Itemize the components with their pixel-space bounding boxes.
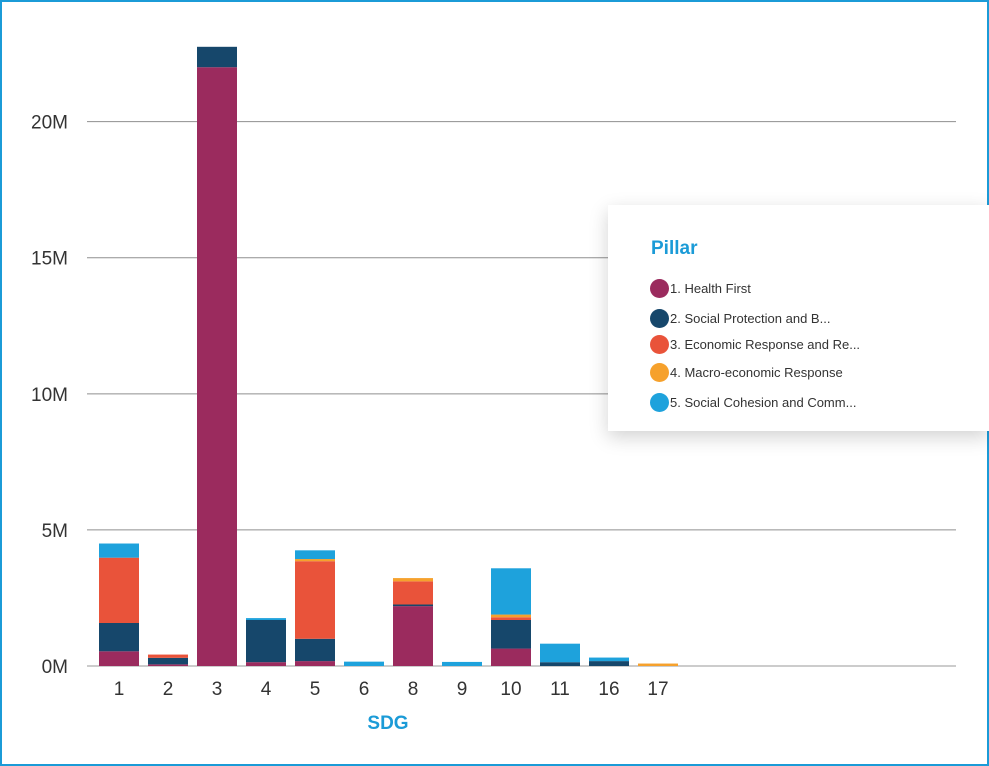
- bar-segment[interactable]: [393, 581, 433, 605]
- y-tick-label: 5M: [42, 521, 68, 542]
- bar-segment[interactable]: [491, 648, 531, 666]
- y-tick-label: 10M: [31, 385, 68, 406]
- legend-item[interactable]: 2. Social Protection and B...: [650, 307, 830, 329]
- bar-segment[interactable]: [148, 657, 188, 665]
- bar-segment[interactable]: [197, 67, 237, 666]
- bar-segment[interactable]: [246, 620, 286, 663]
- x-tick-label: 9: [457, 679, 468, 700]
- x-tick-label: 17: [647, 679, 668, 700]
- x-tick-label: 10: [500, 679, 521, 700]
- bar-segment[interactable]: [540, 662, 580, 666]
- x-tick-label: 5: [310, 679, 321, 700]
- bar-segment[interactable]: [246, 662, 286, 666]
- bars: [99, 46, 678, 666]
- bar-segment[interactable]: [295, 638, 335, 662]
- legend-label: 5. Social Cohesion and Comm...: [670, 394, 857, 410]
- bar-segment[interactable]: [295, 559, 335, 562]
- legend-swatch: [650, 334, 669, 354]
- bar-segment[interactable]: [99, 651, 139, 666]
- legend-swatch: [650, 392, 669, 412]
- legend-label: 4. Macro-economic Response: [670, 364, 843, 380]
- bar-segment[interactable]: [295, 550, 335, 560]
- x-axis-ticks: 1 2 3 4 5 6 8 9 10 11 16 17: [114, 679, 669, 700]
- bar-segment[interactable]: [99, 543, 139, 558]
- x-axis-title: SDG: [367, 713, 408, 734]
- y-axis-ticks: 0M 5M 10M 15M 20M: [31, 113, 68, 678]
- bar-segment[interactable]: [99, 622, 139, 652]
- bar-segment[interactable]: [148, 664, 188, 666]
- legend-title: Pillar: [651, 238, 698, 259]
- x-tick-label: 2: [163, 679, 174, 700]
- x-tick-label: 1: [114, 679, 125, 700]
- bar-segment[interactable]: [491, 568, 531, 615]
- bar-segment[interactable]: [540, 643, 580, 663]
- bar-segment[interactable]: [344, 661, 384, 666]
- legend-item[interactable]: 3. Economic Response and Re...: [650, 333, 860, 355]
- legend-item[interactable]: 1. Health First: [650, 277, 751, 299]
- legend-item[interactable]: 5. Social Cohesion and Comm...: [650, 391, 856, 413]
- bar-segment[interactable]: [491, 620, 531, 649]
- legend-item[interactable]: 4. Macro-economic Response: [650, 361, 843, 383]
- x-tick-label: 4: [261, 679, 272, 700]
- bar-segment[interactable]: [393, 606, 433, 666]
- x-tick-label: 6: [359, 679, 370, 700]
- y-tick-label: 20M: [31, 113, 68, 134]
- bar-segment[interactable]: [295, 561, 335, 639]
- y-tick-label: 15M: [31, 249, 68, 270]
- bar-segment[interactable]: [197, 46, 237, 68]
- x-tick-label: 11: [550, 679, 570, 700]
- bar-segment[interactable]: [148, 654, 188, 658]
- x-tick-label: 8: [408, 679, 419, 700]
- bar-segment[interactable]: [589, 657, 629, 662]
- bar-segment[interactable]: [491, 614, 531, 618]
- bar-segment[interactable]: [295, 661, 335, 666]
- legend-label: 1. Health First: [670, 280, 751, 296]
- bar-segment[interactable]: [589, 661, 629, 666]
- legend-label: 2. Social Protection and B...: [670, 310, 831, 326]
- legend-swatch: [650, 362, 669, 382]
- bar-segment[interactable]: [638, 663, 678, 666]
- y-tick-label: 0M: [42, 657, 68, 678]
- bar-segment[interactable]: [246, 618, 286, 621]
- bar-segment[interactable]: [99, 557, 139, 623]
- legend-swatch: [650, 308, 669, 328]
- x-tick-label: 3: [212, 679, 223, 700]
- legend-label: 3. Economic Response and Re...: [670, 336, 861, 352]
- bar-segment[interactable]: [393, 578, 433, 582]
- bar-segment[interactable]: [491, 617, 531, 621]
- bar-segment[interactable]: [393, 604, 433, 607]
- legend: Pillar 1. Health First 2. Social Protecti…: [608, 205, 989, 431]
- bar-segment[interactable]: [442, 661, 482, 666]
- legend-swatch: [650, 278, 669, 298]
- x-tick-label: 16: [598, 679, 619, 700]
